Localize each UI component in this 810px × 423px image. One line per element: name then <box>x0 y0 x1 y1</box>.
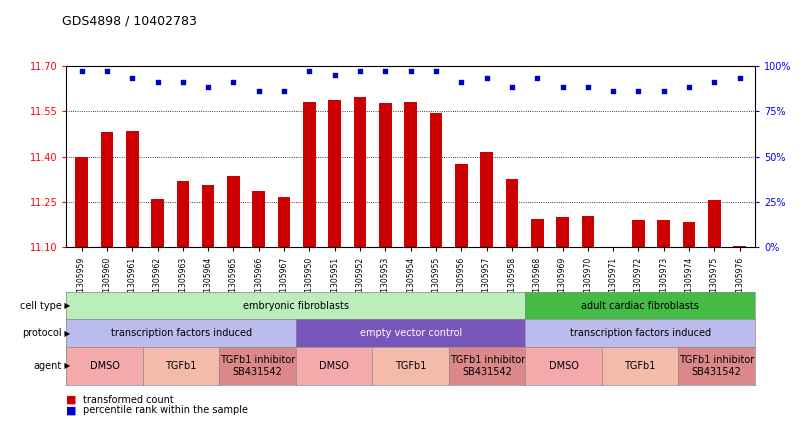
Bar <box>100 132 113 247</box>
Bar <box>683 222 696 247</box>
Text: ■: ■ <box>66 405 77 415</box>
Bar <box>531 219 544 247</box>
Bar <box>556 217 569 247</box>
Bar <box>658 220 670 247</box>
Point <box>202 84 215 91</box>
Point <box>303 68 316 74</box>
Text: empty vector control: empty vector control <box>360 328 462 338</box>
Text: TGFb1 inhibitor
SB431542: TGFb1 inhibitor SB431542 <box>220 355 296 377</box>
Bar <box>177 181 190 247</box>
Point <box>151 79 164 85</box>
Bar <box>480 152 493 247</box>
Point <box>126 75 139 82</box>
Bar <box>354 97 366 247</box>
Text: TGFb1 inhibitor
SB431542: TGFb1 inhibitor SB431542 <box>679 355 754 377</box>
Text: cell type: cell type <box>19 301 62 310</box>
Point <box>505 84 518 91</box>
Point <box>100 68 113 74</box>
Text: ■: ■ <box>66 395 77 405</box>
Text: TGFb1 inhibitor
SB431542: TGFb1 inhibitor SB431542 <box>450 355 525 377</box>
Point <box>177 79 190 85</box>
Point <box>404 68 417 74</box>
Point <box>278 88 291 94</box>
Bar <box>202 185 215 247</box>
Bar <box>733 246 746 247</box>
Text: TGFb1: TGFb1 <box>625 361 656 371</box>
Bar <box>379 104 392 247</box>
Bar <box>328 100 341 247</box>
Point <box>708 79 721 85</box>
Point <box>75 68 88 74</box>
Bar <box>253 191 265 247</box>
Point <box>328 71 341 78</box>
Point <box>455 79 468 85</box>
Bar <box>632 220 645 247</box>
Text: GDS4898 / 10402783: GDS4898 / 10402783 <box>62 15 198 28</box>
Bar <box>505 179 518 247</box>
Point <box>657 88 670 94</box>
Point <box>683 84 696 91</box>
Bar <box>278 198 291 247</box>
Point <box>429 68 442 74</box>
Text: embryonic fibroblasts: embryonic fibroblasts <box>243 301 349 310</box>
Bar <box>303 102 316 247</box>
Text: percentile rank within the sample: percentile rank within the sample <box>83 405 248 415</box>
Text: ▶: ▶ <box>62 301 70 310</box>
Point <box>531 75 544 82</box>
Bar <box>126 131 139 247</box>
Point <box>632 88 645 94</box>
Text: DMSO: DMSO <box>90 361 120 371</box>
Text: adult cardiac fibroblasts: adult cardiac fibroblasts <box>582 301 699 310</box>
Text: transcription factors induced: transcription factors induced <box>111 328 252 338</box>
Point <box>556 84 569 91</box>
Point <box>253 88 266 94</box>
Point <box>227 79 240 85</box>
Bar <box>75 157 88 247</box>
Bar <box>151 199 164 247</box>
Text: ▶: ▶ <box>62 361 70 371</box>
Text: TGFb1: TGFb1 <box>165 361 197 371</box>
Bar <box>708 201 721 247</box>
Text: DMSO: DMSO <box>319 361 349 371</box>
Bar <box>404 102 417 247</box>
Bar <box>227 176 240 247</box>
Text: TGFb1: TGFb1 <box>395 361 426 371</box>
Point <box>582 84 595 91</box>
Text: transcription factors induced: transcription factors induced <box>569 328 710 338</box>
Point <box>607 88 620 94</box>
Bar <box>582 216 595 247</box>
Bar <box>455 164 467 247</box>
Point <box>379 68 392 74</box>
Text: protocol: protocol <box>22 328 62 338</box>
Text: DMSO: DMSO <box>548 361 578 371</box>
Bar <box>429 113 442 247</box>
Point <box>733 75 746 82</box>
Point <box>353 68 366 74</box>
Text: ▶: ▶ <box>62 329 70 338</box>
Point <box>480 75 493 82</box>
Text: transformed count: transformed count <box>83 395 173 405</box>
Text: agent: agent <box>33 361 62 371</box>
